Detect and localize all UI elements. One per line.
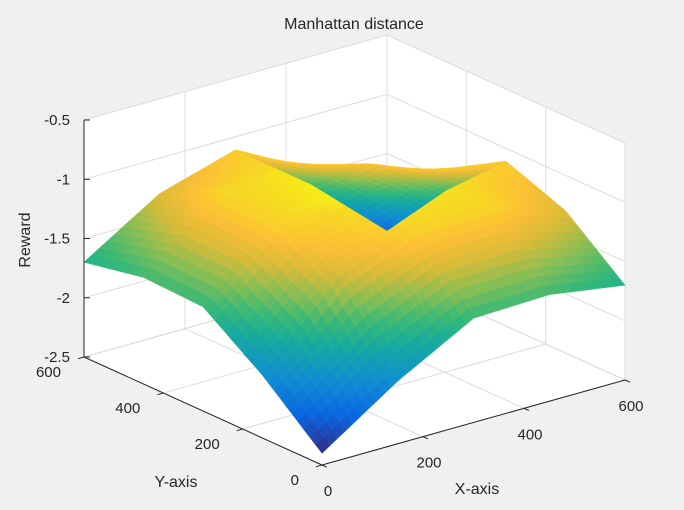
y-tick-label: 0 (291, 472, 299, 489)
x-axis-line (321, 379, 626, 466)
z-axis-label: Reward (17, 212, 34, 267)
surface-patch (83, 255, 98, 265)
gridline-back-z (83, 34, 388, 121)
gridline-side-z (386, 34, 626, 144)
y-tick (157, 392, 164, 396)
x-tick (624, 379, 631, 383)
z-tick-label: -1 (57, 171, 70, 188)
x-tick-label: 400 (517, 426, 542, 443)
x-tick-label: 0 (324, 483, 332, 500)
gridline-back-z (83, 93, 388, 180)
x-tick (321, 464, 328, 468)
y-axis-line (83, 356, 323, 466)
x-tick (523, 407, 530, 411)
z-tick-label: -2 (57, 290, 70, 307)
y-tick (236, 428, 243, 432)
z-tick-label: -2.5 (44, 349, 70, 366)
gridline-side-z (386, 93, 626, 203)
axes-lines (77, 119, 631, 468)
y-tick (315, 464, 323, 468)
x-tick (422, 436, 429, 440)
y-tick-label: 400 (115, 400, 140, 417)
x-axis-label: X-axis (455, 481, 499, 498)
y-axis-label: Y-axis (155, 474, 198, 491)
chart-title: Manhattan distance (284, 16, 424, 33)
z-tick-label: -1.5 (44, 231, 70, 248)
y-tick-label: 600 (36, 364, 61, 381)
surface-plot (83, 149, 626, 454)
y-tick (77, 356, 85, 360)
x-tick-label: 200 (416, 455, 441, 472)
z-tick-label: -0.5 (44, 112, 70, 129)
x-tick-label: 600 (618, 398, 643, 415)
y-tick-label: 200 (195, 436, 220, 453)
